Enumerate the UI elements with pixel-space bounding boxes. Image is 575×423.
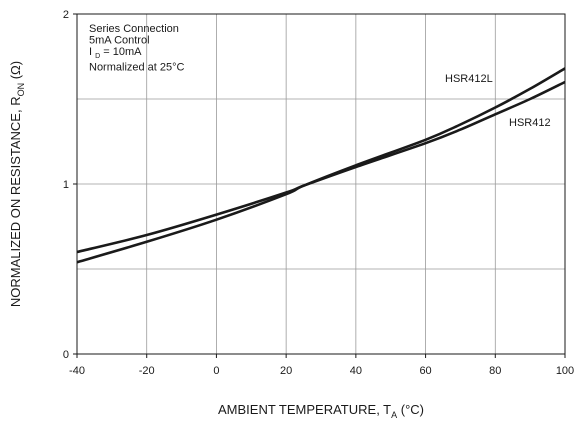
series-labels: HSR412L HSR412 <box>445 73 551 129</box>
series-line-hsr412l <box>76 67 566 264</box>
annotation-line: 5mA Control <box>89 35 150 47</box>
x-tick-label: 20 <box>280 365 292 377</box>
x-tick-label: 80 <box>489 365 501 377</box>
x-tick-label: 60 <box>419 365 431 377</box>
grid <box>77 14 565 354</box>
series-line-hsr412 <box>76 80 566 254</box>
x-tick-label: 40 <box>350 365 362 377</box>
annotation-box: Series Connection 5mA Control I D = 10mA… <box>89 23 185 74</box>
annotation-subscript: D <box>95 53 100 60</box>
series-label-hsr412: HSR412 <box>509 117 551 129</box>
annotation-line: I <box>89 46 92 58</box>
x-axis-label: AMBIENT TEMPERATURE, TA (°C) <box>218 402 424 420</box>
series-lines <box>76 67 566 264</box>
y-axis-label: NORMALIZED ON RESISTANCE, RON (Ω) <box>8 61 26 307</box>
y-tick-label: 1 <box>63 179 69 191</box>
x-tick-label: -40 <box>69 365 85 377</box>
y-axis-ticks: 0 1 2 <box>63 9 77 361</box>
x-tick-label: 100 <box>556 365 574 377</box>
annotation-line: Normalized at 25°C <box>89 62 185 74</box>
y-tick-label: 2 <box>63 9 69 21</box>
series-label-hsr412l: HSR412L <box>445 73 493 85</box>
x-tick-label: 0 <box>213 365 219 377</box>
x-tick-label: -20 <box>139 365 155 377</box>
annotation-line-rest: = 10mA <box>103 46 142 58</box>
annotation-line: Series Connection <box>89 23 179 35</box>
y-tick-label: 0 <box>63 349 69 361</box>
x-axis-ticks: -40 -20 0 20 40 60 80 100 <box>69 354 574 377</box>
